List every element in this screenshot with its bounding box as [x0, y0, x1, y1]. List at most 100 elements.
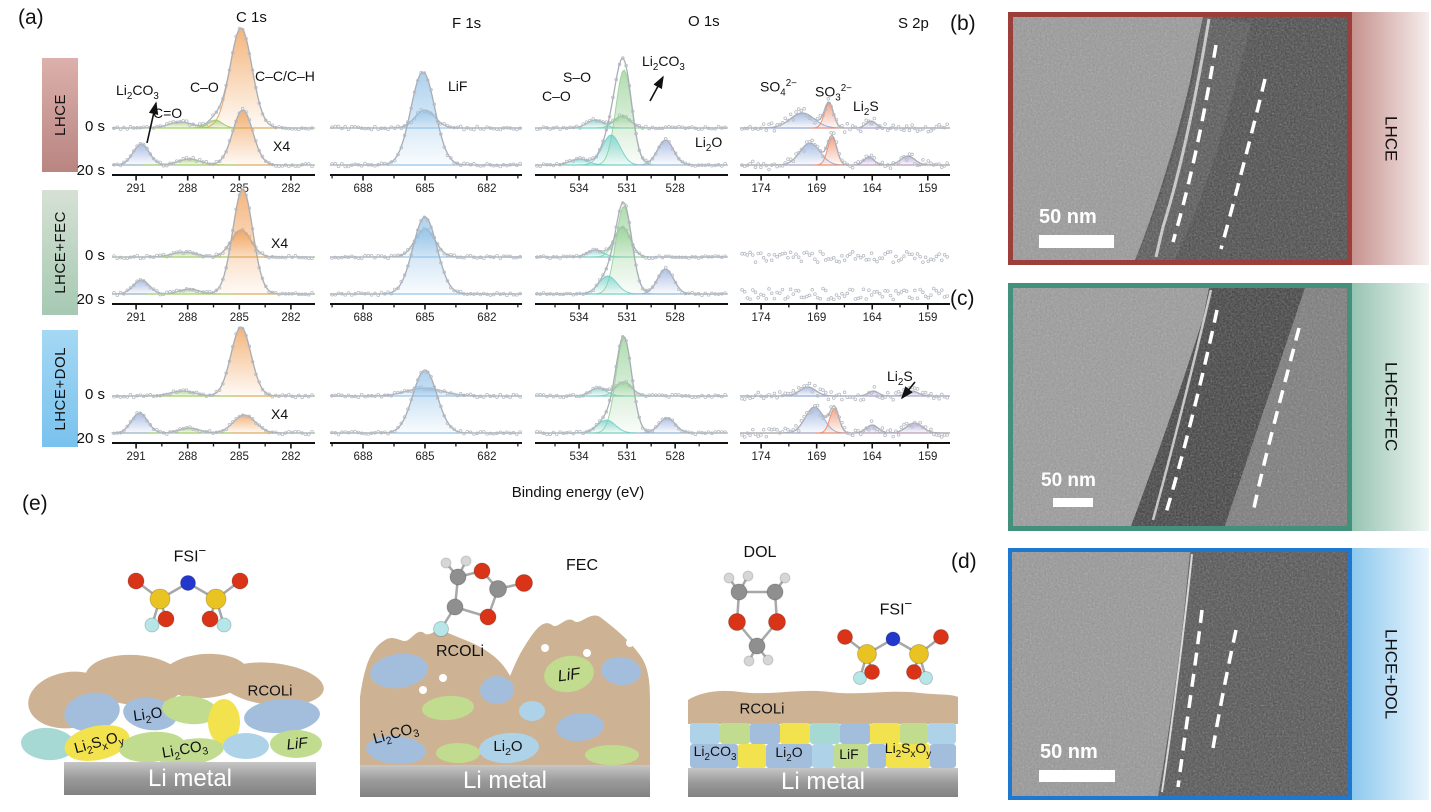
middle-li-metal-label: Li metal: [462, 767, 548, 794]
svg-text:159: 159: [918, 451, 937, 463]
tem-micrograph-b: [1013, 17, 1347, 260]
panel-label-d: (d): [951, 550, 977, 573]
fsi-molecule-left: [127, 572, 249, 633]
xps-spectrum-lhce-fec-f1s: 688 685 682: [330, 215, 522, 324]
middle-rcoli-label: RCOLi: [435, 643, 485, 660]
spectra-annotation-4: X4: [273, 138, 291, 154]
xps-spectrum-lhce-dol-s2p: 174 169 164 159: [740, 381, 950, 463]
sei-right-dol: [688, 690, 958, 797]
spectra-annotation-7: S–O: [563, 69, 592, 85]
fsi-right-label: FSI−: [879, 596, 913, 619]
column-title-s2p: S 2p: [898, 15, 929, 32]
spectra-annotation-13: X4: [271, 235, 289, 251]
spectra-annotation-10: SO42−: [760, 78, 797, 99]
svg-text:159: 159: [918, 312, 937, 324]
row-strip-lhce-dol: LHCE+DOL: [42, 330, 78, 447]
dol-label: DOL: [743, 544, 777, 561]
left-rcoli-label: RCOLi: [247, 682, 293, 700]
svg-text:282: 282: [281, 451, 300, 463]
spectra-annotation-8: Li2CO3: [642, 53, 685, 73]
xps-spectrum-lhce-o1s: 534 531 528: [535, 56, 728, 195]
svg-text:285: 285: [230, 451, 249, 463]
svg-text:682: 682: [477, 183, 496, 195]
sei-schematic: [21, 555, 958, 797]
svg-text:291: 291: [126, 451, 145, 463]
left-lif-label: LiF: [285, 734, 309, 754]
xps-spectrum-lhce-dol-c1s: 291 288 285 282: [111, 326, 315, 463]
svg-text:169: 169: [807, 451, 826, 463]
svg-text:174: 174: [752, 183, 772, 195]
sei-tile-row-bottom: [690, 744, 956, 768]
tem-strip-lhce-fec: LHCE+FEC: [1352, 283, 1429, 531]
svg-text:164: 164: [863, 183, 883, 195]
svg-text:174: 174: [752, 312, 772, 324]
sei-tile-row-top: [690, 723, 956, 744]
panel-label-c: (c): [950, 287, 975, 310]
right-li2o-label: Li2O: [775, 744, 803, 764]
spectra-annotation-6: C–O: [542, 88, 571, 104]
svg-text:534: 534: [569, 451, 589, 463]
scale-bar-b: [1039, 235, 1114, 248]
fec-label: FEC: [566, 557, 598, 574]
svg-text:291: 291: [126, 183, 145, 195]
svg-text:282: 282: [281, 312, 300, 324]
scale-bar-d: [1039, 770, 1115, 782]
li-metal-bar-middle: [360, 765, 650, 797]
right-li2co3-label: Li2CO3: [693, 743, 737, 763]
svg-text:688: 688: [353, 183, 372, 195]
trace-label-lhce-fec-20s: 20 s: [76, 291, 105, 308]
trace-label-lhce-0s: 0 s: [84, 118, 105, 135]
sei-dashed-line-inner: [1211, 629, 1238, 749]
svg-text:688: 688: [353, 312, 372, 324]
xps-spectrum-lhce-c1s: 291 288 285 282: [111, 26, 315, 195]
li-metal-bar-right: [688, 768, 958, 797]
trace-label-lhce-dol-0s: 0 s: [84, 386, 105, 403]
svg-text:288: 288: [178, 183, 197, 195]
panel-label-e: (e): [22, 492, 48, 515]
xps-spectrum-lhce-fec-s2p: 174 169 164 159: [740, 249, 950, 324]
xps-spectrum-lhce-fec-o1s: 534 531 528: [535, 201, 728, 324]
spectra-annotation-15: Li2S: [887, 368, 913, 388]
right-li-metal-label: Li metal: [780, 768, 866, 795]
spectra-annotation-3: C–C/C–H: [255, 68, 315, 84]
tem-image-lhce-dol: 50 nm: [1008, 548, 1352, 800]
right-rcoli-label: RCOLi: [739, 700, 785, 718]
spectra-annotation-9: Li2O: [695, 134, 723, 154]
sei-dashed-line-inner: [1219, 78, 1267, 250]
li-metal-bar-left: [64, 762, 316, 795]
spectra-annotation-14: X4: [271, 406, 289, 422]
tem-micrograph-c: [1013, 288, 1347, 526]
svg-text:534: 534: [569, 183, 589, 195]
x-axis-label: Binding energy (eV): [511, 484, 645, 501]
svg-text:169: 169: [807, 312, 826, 324]
spectra-annotation-2: C–O: [190, 79, 219, 95]
svg-text:285: 285: [230, 312, 249, 324]
sei-left-lhce: [21, 653, 324, 795]
svg-text:291: 291: [126, 312, 145, 324]
left-li-metal-label: Li metal: [147, 765, 233, 792]
svg-text:534: 534: [569, 312, 589, 324]
svg-text:528: 528: [666, 312, 685, 324]
dol-molecule: [723, 570, 791, 667]
tem-strip-lhce-label: LHCE: [1381, 115, 1401, 162]
svg-text:685: 685: [415, 183, 434, 195]
sei-middle-fec: [360, 615, 650, 797]
right-lif-label: LiF: [839, 746, 859, 762]
column-title-o1s: O 1s: [688, 13, 720, 30]
svg-text:288: 288: [178, 312, 197, 324]
xps-spectrum-lhce-dol-f1s: 688 685 682: [330, 369, 522, 463]
fsi-left-label: FSI−: [173, 543, 207, 566]
svg-text:685: 685: [415, 312, 434, 324]
tem-image-lhce-fec: 50 nm: [1008, 283, 1352, 531]
xps-spectrum-lhce-s2p: 174 169 164 159: [740, 97, 950, 195]
xps-spectrum-lhce-fec-c1s: 291 288 285 282: [112, 185, 315, 324]
trace-label-lhce-fec-0s: 0 s: [84, 247, 105, 264]
scale-bar-text-d: 50 nm: [1040, 741, 1098, 763]
panel-label-a: (a): [18, 6, 44, 29]
trace-label-lhce-dol-20s: 20 s: [76, 430, 105, 447]
right-li2sxoy-label: Li2SxOy: [884, 740, 932, 760]
column-title-f1s: F 1s: [452, 15, 482, 32]
svg-text:164: 164: [863, 312, 883, 324]
middle-li2o-label: Li2O: [493, 738, 523, 758]
